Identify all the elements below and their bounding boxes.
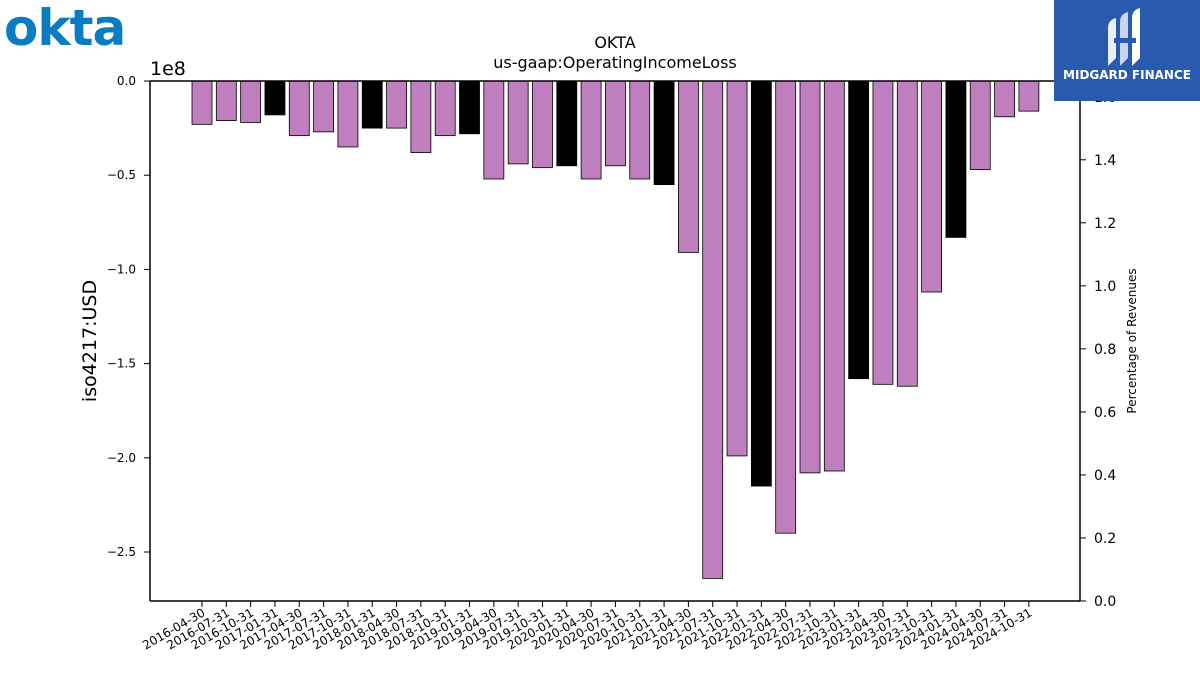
y-axis-label: iso4217:USD (79, 280, 101, 402)
y-tick-label: −2.5 (107, 545, 136, 559)
y-right-tick-label: 0.0 (1094, 594, 1116, 610)
y-right-tick-label: 0.8 (1094, 342, 1116, 358)
bar-2024-04-30 (969, 80, 991, 170)
bar-2019-07-31 (507, 80, 529, 165)
bar-2016-04-30 (191, 80, 213, 125)
bar-2024-01-31 (945, 80, 967, 238)
bar-2018-10-31 (434, 80, 456, 137)
bar-2022-01-31 (750, 80, 772, 487)
bar-2022-07-31 (799, 80, 821, 474)
chart-subtitle: us-gaap:OperatingIncomeLoss (493, 53, 737, 72)
bar-2020-07-31 (605, 80, 626, 167)
bar-2024-10-31 (1018, 80, 1040, 112)
bar-2020-04-30 (580, 80, 602, 180)
bar-2017-01-31 (264, 80, 286, 116)
y-tick-label: −0.5 (107, 168, 136, 182)
bar-2019-01-31 (459, 80, 480, 135)
bar-2023-04-30 (872, 80, 894, 385)
midgard-finance-logo: MIDGARD FINANCE (1054, 0, 1200, 101)
okta-logo: okta (4, 2, 144, 54)
bar-2017-10-31 (337, 80, 359, 148)
y-right-tick-label: 0.6 (1094, 405, 1116, 421)
bar-2020-01-31 (556, 80, 578, 167)
bar-2019-10-31 (532, 80, 553, 169)
y-tick-label: 0.0 (117, 74, 136, 88)
chart-title: OKTA (594, 33, 635, 52)
bar-2022-04-30 (775, 80, 797, 534)
midgard-emblem-icon (1108, 8, 1140, 66)
y-right-tick-label: 1.2 (1094, 216, 1116, 232)
y-right-tick-label: 0.4 (1094, 468, 1116, 484)
y-ticks-group: 0.0 −0.5 −1.0 −1.5 −2.0 −2.5 (107, 74, 150, 559)
y-ticks-right-group: 0.00.20.40.60.81.01.21.41.6 (1080, 90, 1116, 610)
y-tick-label: −1.5 (107, 357, 136, 371)
y-tick-label: −2.0 (107, 451, 136, 465)
midgard-logo-text: MIDGARD FINANCE (1063, 68, 1191, 82)
bar-2023-01-31 (848, 80, 870, 380)
bar-2021-07-31 (702, 80, 724, 579)
y-tick-label: −1.0 (107, 262, 136, 276)
bar-2021-04-30 (678, 80, 699, 253)
bar-2017-07-31 (313, 80, 335, 133)
bar-2024-07-31 (994, 80, 1015, 118)
bar-2023-07-31 (896, 80, 918, 387)
y-right-tick-label: 0.2 (1094, 531, 1116, 547)
bar-2018-01-31 (361, 80, 383, 129)
bar-2018-04-30 (386, 80, 407, 129)
axes-group (149, 80, 1081, 602)
y-axis-right-label: Percentage of Revenues (1125, 268, 1139, 413)
bar-2021-01-31 (653, 80, 675, 186)
x-ticks-group: 2016-04-302016-07-312016-10-312017-01-31… (140, 601, 1034, 652)
y-right-tick-label: 1.0 (1094, 279, 1116, 295)
bar-2021-10-31 (726, 80, 748, 457)
y-right-tick-label: 1.4 (1094, 153, 1116, 169)
bar-2020-10-31 (629, 80, 651, 180)
bar-2016-10-31 (240, 80, 262, 123)
bar-2018-07-31 (410, 80, 432, 153)
y-offset-label: 1e8 (150, 58, 186, 80)
bars-group (191, 80, 1040, 579)
okta-logo-text: okta (4, 0, 126, 57)
bar-2022-10-31 (823, 80, 845, 472)
bar-2019-04-30 (483, 80, 505, 180)
bar-2023-10-31 (921, 80, 942, 293)
bar-2017-04-30 (288, 80, 310, 137)
bar-2016-07-31 (215, 80, 237, 121)
